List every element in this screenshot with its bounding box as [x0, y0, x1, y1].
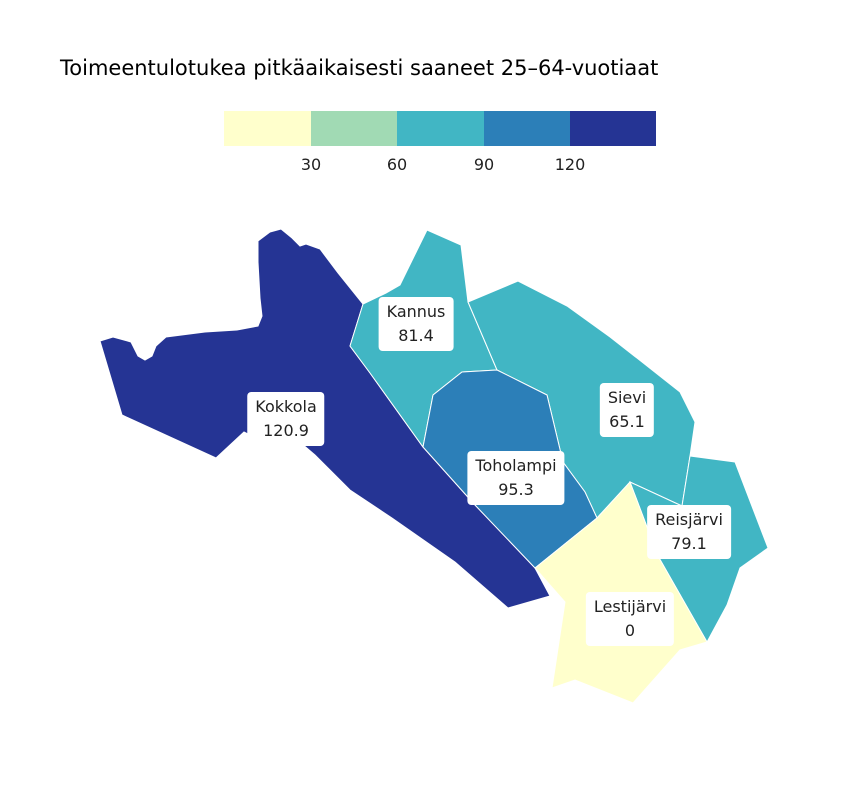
region-value: 120.9: [263, 421, 309, 440]
region-name: Sievi: [607, 388, 647, 407]
legend-swatch: [397, 111, 484, 146]
legend-swatch: [484, 111, 570, 146]
legend-break-label: 120: [554, 155, 586, 174]
region-value: 0: [624, 621, 636, 640]
legend-break-label: 90: [473, 155, 495, 174]
region-value: 79.1: [671, 534, 707, 553]
region-value: 65.1: [609, 412, 645, 431]
label-reisjarvi: Reisjärvi 79.1: [647, 505, 731, 559]
region-name: Reisjärvi: [655, 510, 723, 529]
region-name: Kokkola: [255, 397, 317, 416]
label-kannus: Kannus 81.4: [378, 297, 454, 351]
region-kokkola[interactable]: [99, 228, 551, 609]
region-value: 95.3: [498, 480, 534, 499]
region-name: Kannus: [386, 302, 446, 321]
region-name: Toholampi: [475, 456, 557, 475]
legend-break-label: 30: [300, 155, 322, 174]
region-value: 81.4: [398, 326, 434, 345]
label-lestijarvi: Lestijärvi 0: [585, 592, 675, 646]
legend-swatch: [311, 111, 397, 146]
legend-swatch: [224, 111, 311, 146]
legend-break-label: 60: [386, 155, 408, 174]
color-legend: [224, 111, 656, 146]
label-sievi: Sievi 65.1: [599, 383, 655, 437]
label-toholampi: Toholampi 95.3: [467, 451, 565, 505]
label-kokkola: Kokkola 120.9: [247, 392, 325, 446]
legend-swatch: [570, 111, 656, 146]
region-name: Lestijärvi: [593, 597, 667, 616]
map-title: Toimeentulotukea pitkäaikaisesti saaneet…: [60, 56, 659, 80]
